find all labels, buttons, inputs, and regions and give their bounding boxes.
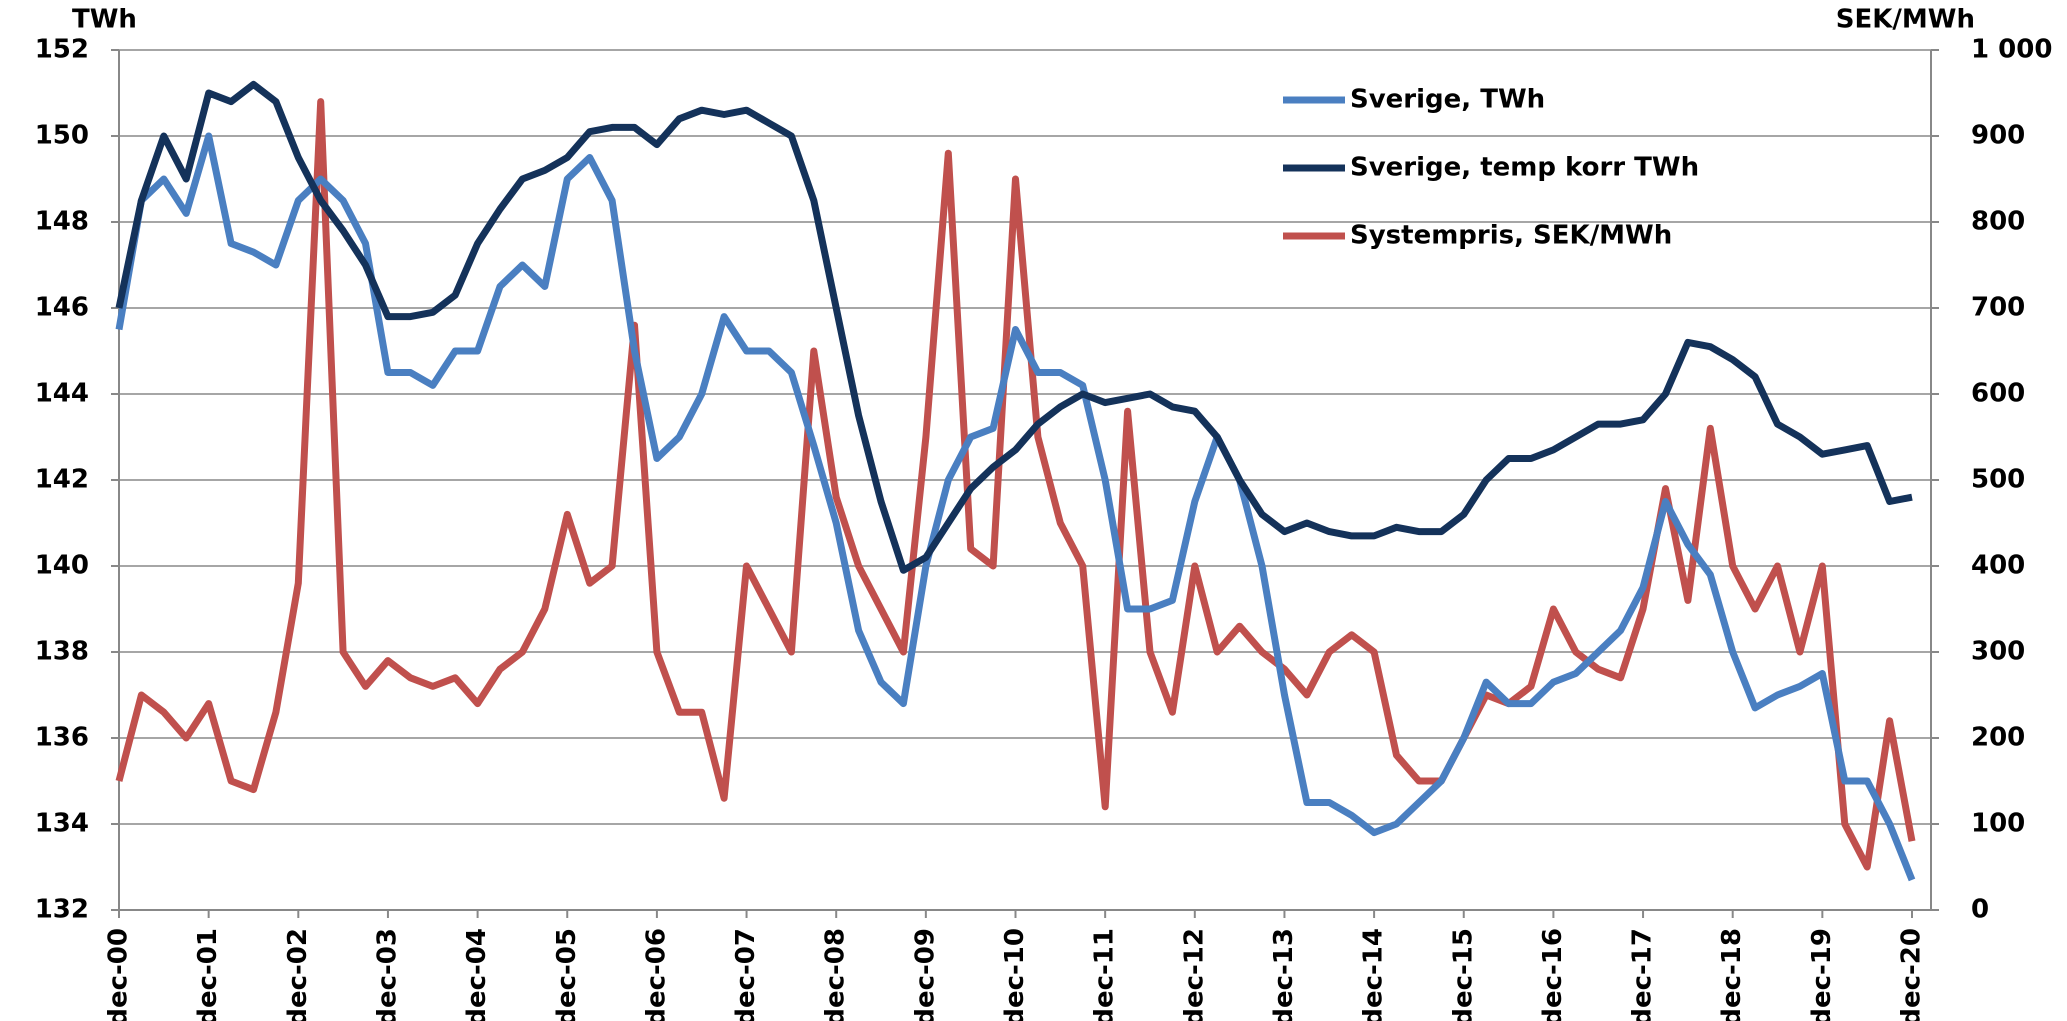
x-tick-label: dec-16 — [1538, 928, 1568, 1021]
y2-tick-label: 0 — [1971, 895, 1989, 925]
y2-tick-label: 900 — [1971, 121, 2025, 151]
y-tick-label: 132 — [35, 895, 89, 925]
x-tick-label: dec-13 — [1269, 928, 1299, 1021]
y-tick-label: 142 — [35, 465, 89, 495]
x-tick-label: dec-15 — [1448, 928, 1478, 1021]
y2-tick-label: 700 — [1971, 293, 2025, 323]
x-tick-label: dec-04 — [462, 928, 492, 1021]
x-tick-label: dec-14 — [1359, 928, 1389, 1021]
x-tick-label: dec-08 — [821, 928, 851, 1021]
y-tick-label: 136 — [35, 723, 89, 753]
y2-tick-label: 400 — [1971, 551, 2025, 581]
x-tick-label: dec-17 — [1628, 928, 1658, 1021]
y-tick-label: 148 — [35, 207, 89, 237]
x-tick-label: dec-18 — [1717, 928, 1747, 1021]
y2-tick-label: 300 — [1971, 637, 2025, 667]
y2-tick-label: 1 000 — [1971, 35, 2052, 65]
y-tick-label: 146 — [35, 293, 89, 323]
y2-tick-label: 200 — [1971, 723, 2025, 753]
y-tick-label: 150 — [35, 121, 89, 151]
y2-tick-label: 600 — [1971, 379, 2025, 409]
y-tick-label: 134 — [35, 809, 89, 839]
line-series — [115, 98, 1916, 871]
x-tick-label: dec-09 — [910, 928, 940, 1021]
y-axis-title: TWh — [72, 5, 137, 35]
y2-tick-label: 100 — [1971, 809, 2025, 839]
x-tick-label: dec-07 — [731, 928, 761, 1021]
x-tick-label: dec-03 — [372, 928, 402, 1021]
y-tick-label: 144 — [35, 379, 89, 409]
y2-axis-title: SEK/MWh — [1836, 5, 1975, 35]
x-tick-label: dec-20 — [1897, 928, 1927, 1021]
line-series — [115, 132, 1916, 882]
x-tick-label: dec-01 — [193, 928, 223, 1021]
legend-label: Sverige, TWh — [1350, 85, 1545, 115]
x-tick-label: dec-12 — [1179, 928, 1209, 1021]
x-tick-label: dec-05 — [552, 928, 582, 1021]
legend-label: Systempris, SEK/MWh — [1350, 221, 1672, 251]
y2-tick-label: 800 — [1971, 207, 2025, 237]
x-tick-label: dec-11 — [1090, 928, 1120, 1021]
x-tick-label: dec-02 — [283, 928, 313, 1021]
y-tick-label: 138 — [35, 637, 89, 667]
legend-label: Sverige, temp korr TWh — [1350, 153, 1699, 183]
y-tick-label: 140 — [35, 551, 89, 581]
line-series — [115, 80, 1913, 574]
x-tick-label: dec-00 — [104, 928, 134, 1021]
x-tick-label: dec-19 — [1807, 928, 1837, 1021]
x-tick-label: dec-10 — [1000, 928, 1030, 1021]
y-tick-label: 152 — [35, 35, 89, 65]
x-tick-label: dec-06 — [641, 928, 671, 1021]
y2-tick-label: 500 — [1971, 465, 2025, 495]
